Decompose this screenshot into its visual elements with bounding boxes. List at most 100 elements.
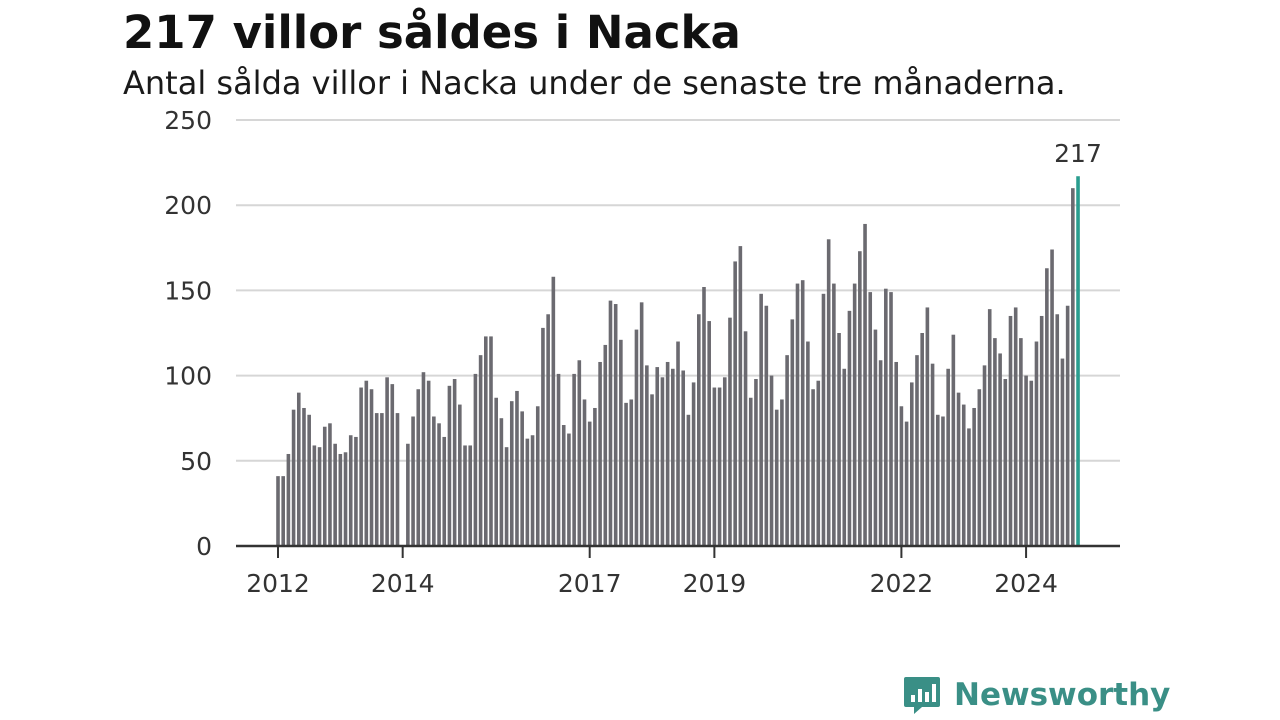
bar	[842, 368, 847, 546]
bar	[317, 447, 322, 546]
bar	[411, 416, 415, 546]
bar	[733, 261, 737, 546]
bar	[920, 333, 924, 546]
x-axis: 2012 2014 2017 2019 2022 2024	[236, 544, 1120, 598]
bar	[530, 435, 535, 546]
bar	[925, 307, 930, 546]
bar	[520, 411, 524, 546]
x-tick-label: 2017	[558, 569, 622, 598]
bar	[572, 373, 576, 546]
bar	[738, 246, 743, 546]
bar	[899, 406, 904, 546]
bar	[1029, 380, 1034, 546]
bar	[712, 387, 717, 546]
brand-name: Newsworthy	[954, 677, 1171, 713]
bar	[961, 404, 966, 546]
bar	[790, 319, 795, 546]
bar	[525, 438, 530, 546]
bar	[515, 390, 519, 546]
bar	[582, 399, 587, 546]
bar	[281, 476, 285, 546]
bar	[972, 407, 976, 546]
y-tick-label: 150	[164, 276, 212, 305]
bar	[909, 382, 914, 546]
bar	[645, 365, 649, 546]
bar	[624, 402, 628, 546]
bar	[494, 397, 498, 546]
bar	[774, 409, 779, 546]
bar	[1024, 375, 1028, 546]
bar	[458, 404, 462, 546]
bar	[634, 329, 639, 546]
bar	[878, 360, 883, 546]
y-tick-label: 50	[180, 447, 212, 476]
bar	[593, 407, 597, 546]
bar	[764, 305, 769, 546]
bar	[754, 379, 758, 546]
bar	[1065, 305, 1070, 546]
highlight-value-label: 217	[1054, 139, 1102, 168]
bar	[676, 341, 680, 546]
bar	[816, 380, 821, 546]
bar	[567, 433, 571, 546]
chart-subtitle: Antal sålda villor i Nacka under de sena…	[123, 64, 1066, 102]
bar	[1045, 268, 1049, 546]
bar	[941, 416, 945, 546]
bar	[478, 355, 483, 546]
bar	[837, 333, 841, 546]
bar	[369, 389, 374, 546]
newsworthy-logo: Newsworthy	[902, 671, 1170, 719]
bar	[390, 384, 395, 546]
bar	[847, 310, 852, 546]
bar	[395, 413, 400, 546]
bar	[993, 338, 997, 546]
bar	[655, 367, 660, 546]
y-tick-label: 100	[164, 362, 212, 391]
bar	[1019, 338, 1023, 546]
bar	[276, 476, 280, 546]
bar	[608, 300, 613, 546]
bar	[915, 355, 919, 546]
bar	[1071, 188, 1075, 546]
bar	[489, 336, 493, 546]
x-tick-label: 2019	[683, 569, 747, 598]
bar	[743, 331, 748, 546]
bar	[343, 452, 348, 546]
bar	[556, 373, 561, 546]
bar-chart-bubble-icon	[904, 677, 940, 714]
bar	[1050, 249, 1054, 546]
bar	[1055, 314, 1060, 546]
bar	[650, 394, 654, 546]
y-tick-label: 0	[196, 532, 212, 561]
bar	[406, 443, 410, 546]
bar	[951, 334, 956, 546]
bar	[1034, 341, 1039, 546]
bar	[463, 445, 467, 546]
x-tick-label: 2014	[371, 569, 435, 598]
bar	[769, 375, 774, 546]
bar	[800, 280, 805, 546]
bar	[499, 418, 504, 546]
bar	[468, 445, 473, 546]
bar	[509, 401, 514, 546]
bar	[1003, 379, 1008, 546]
bar	[291, 409, 296, 546]
bar	[535, 406, 540, 546]
bar	[437, 423, 441, 546]
bar	[484, 336, 488, 546]
bar	[541, 327, 545, 546]
bar	[691, 382, 696, 546]
bar	[619, 339, 623, 546]
bar	[333, 443, 337, 546]
bar	[982, 365, 987, 546]
bar	[1060, 358, 1065, 546]
bar	[665, 361, 670, 546]
bar	[452, 379, 457, 546]
bar	[967, 428, 971, 546]
annotations: 217	[1054, 139, 1102, 168]
bar	[473, 373, 478, 546]
bar	[697, 314, 701, 546]
bar	[613, 304, 618, 546]
bar	[587, 421, 592, 546]
